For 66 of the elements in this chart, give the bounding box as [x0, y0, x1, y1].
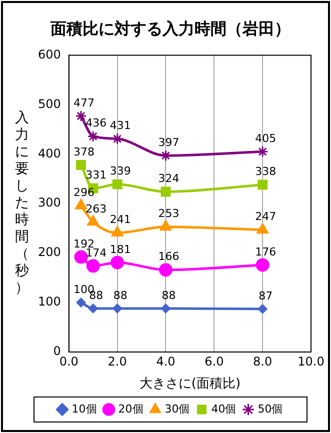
x-tick-label: 6.0	[204, 354, 224, 368]
text: 入力に要した時間（秒）	[15, 110, 29, 296]
data-label: 176	[255, 245, 276, 258]
point	[75, 110, 87, 122]
y-tick-label: 200	[38, 245, 61, 260]
point	[76, 298, 86, 308]
point	[112, 179, 122, 190]
data-label: 405	[255, 132, 276, 146]
data-label: 181	[110, 242, 131, 256]
x-tick-label: 4.0	[156, 354, 176, 368]
point	[112, 304, 122, 314]
data-label: 166	[158, 250, 180, 264]
data-label: 431	[110, 119, 131, 132]
legend-label: 50個	[258, 402, 283, 416]
data-label: 296	[74, 186, 95, 199]
data-label: 397	[158, 136, 180, 149]
legend-label: 30個	[164, 402, 190, 416]
point	[111, 226, 124, 237]
chart-title: 面積比に対する入力時間（岩田）	[50, 18, 290, 38]
point	[76, 160, 86, 170]
point	[88, 304, 98, 314]
x-axis-title: 大きさに(面積比)	[139, 376, 241, 392]
point	[256, 223, 269, 234]
data-label: 88	[113, 288, 128, 302]
point	[160, 304, 170, 314]
data-label: 338	[255, 165, 276, 178]
point	[74, 250, 88, 264]
data-label: 378	[74, 145, 95, 158]
x-tick-label: 10.0	[298, 354, 324, 368]
y-tick-label: 600	[38, 47, 61, 62]
point	[112, 133, 124, 145]
data-label: 247	[255, 210, 276, 224]
point	[87, 215, 100, 226]
y-tick-label: 400	[38, 146, 61, 160]
point	[160, 150, 172, 162]
y-tick-label: 100	[38, 294, 61, 309]
y-tick-label: 0	[53, 344, 61, 358]
data-label: 253	[158, 207, 180, 220]
point	[160, 220, 172, 231]
point	[110, 256, 124, 270]
data-label: 241	[110, 213, 131, 226]
point	[75, 198, 87, 210]
point	[256, 258, 270, 272]
point	[87, 130, 99, 142]
legend-label: 10個	[72, 402, 97, 416]
x-tick-label: 8.0	[253, 354, 272, 368]
y-tick-label: 300	[38, 196, 61, 210]
point	[258, 180, 268, 190]
y-tick-label: 500	[38, 96, 61, 111]
x-tick-label: 0.0	[59, 354, 78, 368]
data-label: 263	[86, 202, 107, 216]
data-label: 436	[86, 116, 107, 130]
point	[86, 259, 100, 273]
data-label: 477	[74, 96, 95, 110]
data-label: 324	[158, 172, 180, 186]
legend-label: 20個	[118, 402, 144, 416]
legend-label: 40個	[211, 402, 236, 416]
data-label: 87	[258, 289, 273, 302]
x-tick-label: 2.0	[108, 354, 127, 368]
point	[160, 186, 171, 197]
point	[158, 263, 172, 277]
point	[258, 304, 268, 314]
data-label: 174	[86, 246, 107, 260]
data-label: 339	[110, 164, 131, 178]
data-label: 88	[162, 288, 176, 302]
data-label: 331	[86, 168, 107, 182]
